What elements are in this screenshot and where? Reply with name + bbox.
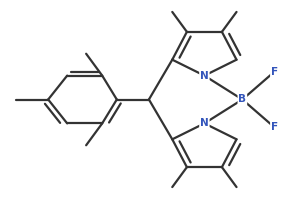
Text: F: F xyxy=(271,67,278,77)
Text: N: N xyxy=(200,71,209,81)
Text: B: B xyxy=(238,95,246,104)
Text: F: F xyxy=(271,122,278,132)
Text: N: N xyxy=(200,118,209,128)
